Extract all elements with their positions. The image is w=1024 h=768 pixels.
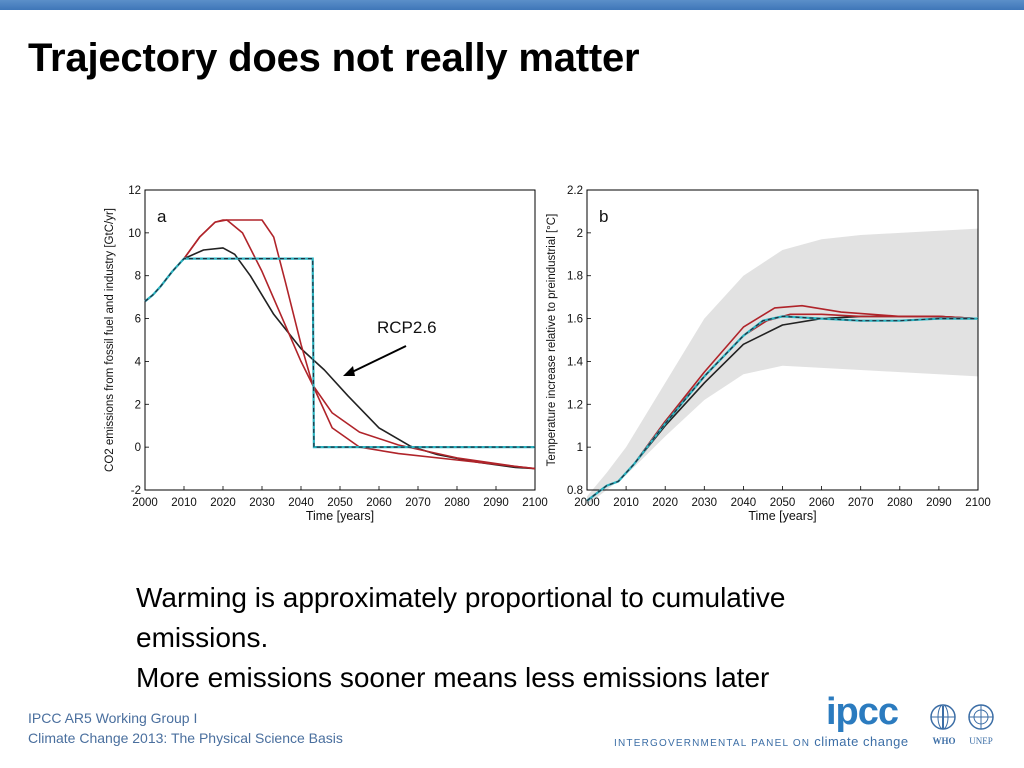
- ipcc-logo: ipcc: [826, 691, 899, 733]
- y-tick-label: 4: [135, 356, 142, 368]
- unep-label: UNEP: [969, 736, 993, 746]
- x-tick-label: 2100: [965, 497, 991, 509]
- ipcc-tagline-a: INTERGOVERNMENTAL PANEL ON: [614, 738, 815, 749]
- caption-line-1: Warming is approximately proportional to…: [136, 582, 786, 653]
- y-tick-label: 1.8: [567, 271, 583, 283]
- x-tick-label: 2050: [327, 497, 353, 509]
- y-tick-label: 10: [128, 228, 141, 240]
- annotation-arrow: [349, 345, 407, 374]
- x-tick-label: 2090: [926, 497, 952, 509]
- series-line-dashed: [144, 257, 535, 448]
- x-axis-label: Time [years]: [306, 509, 374, 523]
- x-tick-label: 2060: [366, 497, 392, 509]
- footer-line-1: IPCC AR5 Working Group I: [28, 710, 198, 726]
- y-tick-label: 0: [135, 442, 141, 454]
- x-tick-label: 2050: [770, 497, 796, 509]
- footer-source: IPCC AR5 Working Group I Climate Change …: [28, 708, 343, 748]
- footer-line-2: Climate Change 2013: The Physical Scienc…: [28, 730, 343, 746]
- y-tick-label: 1.4: [567, 356, 584, 368]
- x-tick-label: 2030: [249, 497, 275, 509]
- x-tick-label: 2020: [210, 497, 236, 509]
- y-axis-label: CO2 emissions from fossil fuel and indus…: [104, 208, 116, 472]
- unep-emblem-icon: [968, 704, 994, 730]
- x-tick-label: 2040: [288, 497, 314, 509]
- ipcc-tagline-b: climate change: [814, 734, 909, 749]
- y-tick-label: 2.2: [567, 185, 583, 197]
- x-tick-label: 2010: [613, 497, 639, 509]
- x-tick-label: 2070: [848, 497, 874, 509]
- x-tick-label: 2100: [522, 497, 548, 509]
- uncertainty-envelope: [587, 228, 978, 505]
- y-tick-label: 8: [135, 271, 141, 283]
- who-label: WHO: [932, 736, 956, 746]
- y-tick-label: 1.6: [567, 314, 583, 326]
- x-axis-label: Time [years]: [748, 509, 816, 523]
- y-tick-label: 1.2: [567, 399, 583, 411]
- figure: 2000 2010 2020 2030 2040 2050 2060 2070 2080 2090…: [100, 160, 1004, 530]
- y-tick-label: 0.8: [567, 485, 583, 497]
- x-tick-label: 2060: [809, 497, 835, 509]
- y-tick-label: 1: [577, 442, 583, 454]
- series-line-red-2: [144, 219, 536, 470]
- caption: Warming is approximately proportional to…: [136, 578, 856, 698]
- annotation-arrowhead: [343, 366, 355, 376]
- annotation-rcp26: RCP2.6: [377, 318, 437, 337]
- y-tick-label: 2: [577, 228, 583, 240]
- panel-label: a: [157, 207, 167, 226]
- x-tick-label: 2000: [574, 497, 600, 509]
- caption-line-2: More emissions sooner means less emissio…: [136, 662, 770, 693]
- y-tick-label: 6: [135, 314, 141, 326]
- y-tick-label: 12: [128, 185, 141, 197]
- series-line-dashed: [586, 315, 978, 502]
- x-tick-label: 2020: [652, 497, 678, 509]
- slide-title: Trajectory does not really matter: [28, 36, 640, 80]
- series-line-red-1: [144, 219, 536, 470]
- figure-svg: 2000 2010 2020 2030 2040 2050 2060 2070 2080 2090…: [104, 185, 991, 523]
- series-line-dark-0: [144, 247, 536, 470]
- panel-label: b: [599, 207, 608, 226]
- x-tick-label: 2070: [405, 497, 431, 509]
- y-tick-label: 2: [135, 399, 141, 411]
- panel-a: 2000 2010 2020 2030 2040 2050 2060 2070 2080 2090…: [104, 185, 548, 523]
- x-tick-label: 2000: [132, 497, 158, 509]
- y-tick-label: -2: [131, 485, 141, 497]
- x-tick-label: 2010: [171, 497, 197, 509]
- y-axis-label: Temperature increase relative to preindu…: [546, 214, 558, 467]
- x-tick-label: 2080: [887, 497, 913, 509]
- accent-bar: [0, 0, 1024, 10]
- ipcc-tagline: INTERGOVERNMENTAL PANEL ON climate chang…: [614, 734, 909, 749]
- panel-b: 2000 2010 2020 2030 2040 2050 2060 2070 2080 2090…: [546, 185, 991, 523]
- x-tick-label: 2030: [692, 497, 718, 509]
- x-tick-label: 2090: [483, 497, 509, 509]
- x-tick-label: 2080: [444, 497, 470, 509]
- x-tick-label: 2040: [731, 497, 757, 509]
- who-emblem-icon: [930, 704, 956, 730]
- plot-frame: [144, 189, 536, 491]
